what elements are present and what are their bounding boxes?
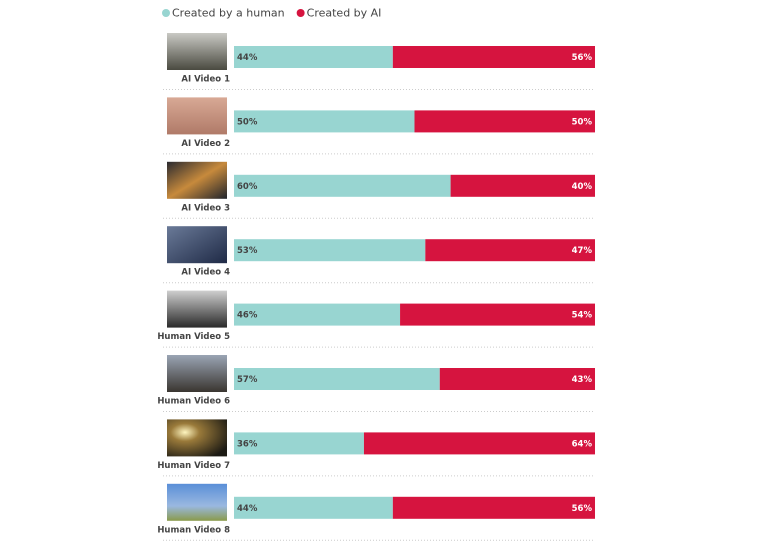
- value-label: 57%: [237, 375, 258, 385]
- category-label: AI Video 2: [181, 139, 230, 149]
- thumbnail: [167, 33, 227, 70]
- bar-segment: [234, 303, 401, 326]
- value-label: 43%: [572, 375, 593, 385]
- category-label: Human Video 6: [157, 397, 230, 407]
- category-label: AI Video 4: [181, 268, 230, 278]
- thumbnail: [167, 419, 227, 457]
- value-label: 40%: [572, 182, 593, 192]
- category-label: Human Video 7: [157, 461, 230, 471]
- bar-segment: [234, 239, 426, 262]
- bar-segment: [234, 432, 364, 455]
- value-label: 56%: [572, 53, 593, 63]
- value-label: 50%: [237, 117, 258, 127]
- category-label: AI Video 1: [181, 75, 230, 85]
- legend-label: Created by AI: [307, 7, 382, 20]
- value-label: 60%: [237, 182, 258, 192]
- bar-segment: [414, 110, 595, 133]
- value-label: 47%: [572, 246, 593, 256]
- value-label: 64%: [572, 439, 593, 449]
- category-label: Human Video 8: [157, 525, 230, 535]
- bar-segment: [234, 368, 440, 390]
- value-label: 56%: [572, 504, 593, 514]
- category-label: Human Video 5: [157, 332, 230, 342]
- thumbnail: [167, 161, 227, 199]
- category-label: AI Video 3: [181, 203, 230, 213]
- value-label: 53%: [237, 246, 258, 256]
- value-label: 46%: [237, 311, 258, 321]
- legend-swatch: [162, 9, 170, 17]
- value-label: 44%: [237, 53, 258, 63]
- bar-segment: [392, 496, 595, 519]
- bar-segment: [392, 46, 595, 68]
- thumbnail: [167, 226, 227, 264]
- bar-segment: [234, 110, 415, 133]
- bar-segment: [363, 432, 595, 455]
- thumbnail: [167, 355, 227, 392]
- legend-swatch: [296, 9, 305, 17]
- bar-segment: [400, 303, 595, 326]
- bar-segment: [234, 496, 393, 519]
- bar-segment: [450, 174, 595, 197]
- value-label: 50%: [572, 117, 593, 127]
- value-label: 54%: [572, 311, 593, 321]
- thumbnail: [167, 290, 227, 328]
- bar-segment: [439, 368, 595, 390]
- thumbnail: [167, 97, 227, 135]
- value-label: 36%: [237, 439, 258, 449]
- legend-label: Created by a human: [172, 7, 285, 20]
- thumbnail: [167, 483, 227, 521]
- value-label: 44%: [237, 504, 258, 514]
- bar-segment: [425, 239, 595, 262]
- bar-segment: [234, 46, 393, 68]
- bar-segment: [234, 174, 451, 197]
